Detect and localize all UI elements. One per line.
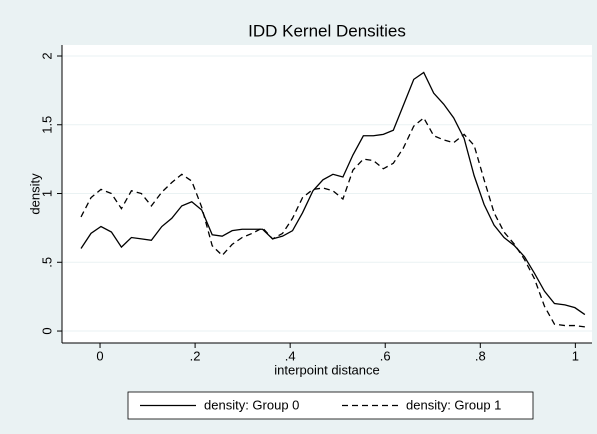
legend-label: density: Group 0 (204, 397, 299, 412)
y-tick-label: 1 (39, 190, 54, 197)
series-line (80, 116, 585, 328)
x-tick-label: .8 (475, 348, 486, 363)
y-tick-label: .5 (39, 257, 54, 268)
y-tick-label: 2 (39, 52, 54, 59)
x-tick-label: .2 (190, 348, 201, 363)
y-tick-label: 0 (39, 327, 54, 334)
y-axis-label: density (27, 173, 42, 215)
series-line (80, 71, 586, 316)
x-tick-label: .6 (380, 348, 391, 363)
y-tick-label: 1.5 (39, 116, 54, 134)
x-tick-label: .4 (285, 348, 296, 363)
legend-label: density: Group 1 (406, 397, 501, 412)
legend (127, 391, 534, 420)
x-tick-label: 1 (572, 348, 579, 363)
x-tick-label: 0 (96, 348, 103, 363)
x-axis-label: interpoint distance (274, 362, 380, 377)
chart-title: IDD Kernel Densities (248, 21, 406, 40)
